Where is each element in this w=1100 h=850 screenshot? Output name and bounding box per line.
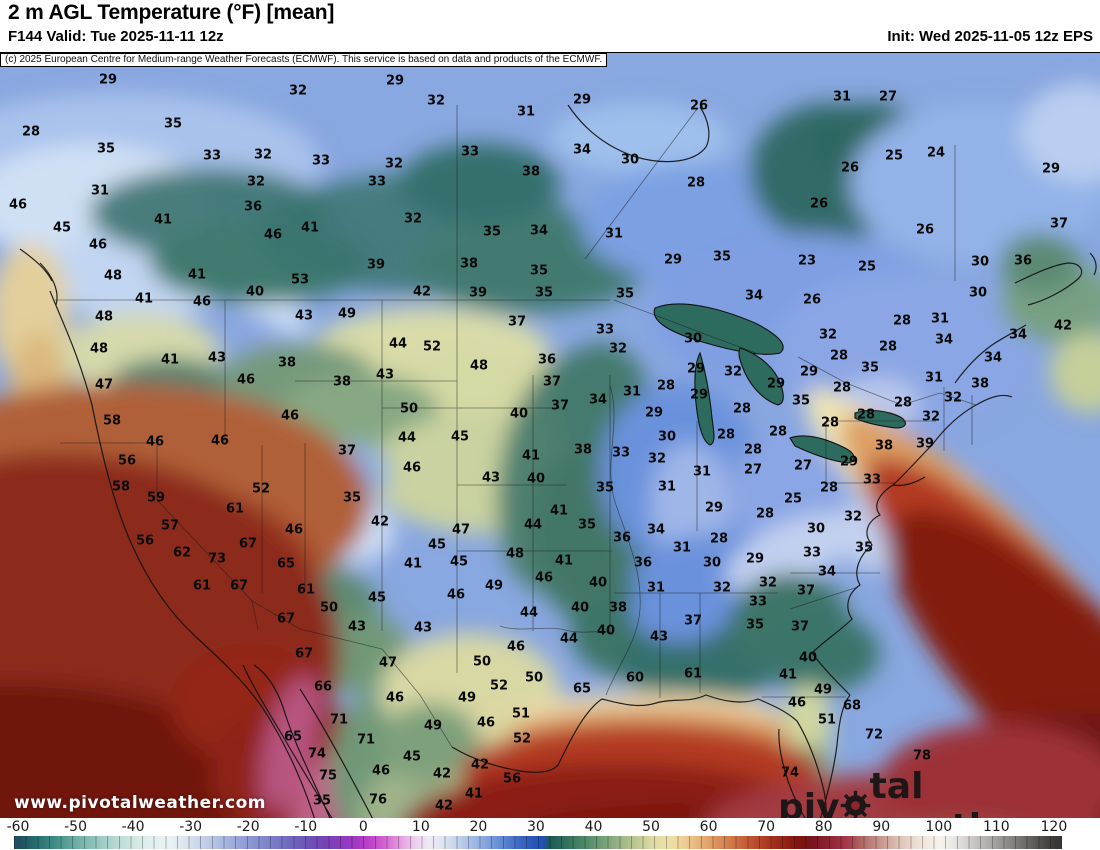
colorbar-tick: -30 bbox=[179, 819, 203, 835]
colorbar-tick: 120 bbox=[1040, 819, 1068, 835]
colorbar-tick: 50 bbox=[642, 819, 660, 835]
coastlines bbox=[19, 104, 1097, 850]
colorbar-tick: 60 bbox=[699, 819, 718, 835]
colorbar-tick: -50 bbox=[64, 819, 87, 835]
colorbar-tick: 40 bbox=[584, 819, 603, 835]
copyright-notice: (c) 2025 European Centre for Medium-rang… bbox=[0, 53, 608, 67]
init-time-label: Init: Wed 2025-11-05 12z EPS bbox=[887, 28, 1093, 45]
colorbar-tick: 20 bbox=[469, 819, 488, 835]
temperature-colorbar bbox=[14, 836, 1062, 849]
great-lakes bbox=[653, 303, 906, 464]
colorbar-tick: 80 bbox=[814, 819, 833, 835]
valid-time-label: F144 Valid: Tue 2025-11-11 12z bbox=[8, 28, 224, 45]
colorbar-tick: 70 bbox=[757, 819, 776, 835]
header: 2 m AGL Temperature (°F) [mean] F144 Val… bbox=[0, 0, 1100, 51]
colorbar-tick: 90 bbox=[872, 819, 891, 835]
colorbar-tick: -10 bbox=[294, 819, 318, 835]
colorbar-tick: -40 bbox=[121, 819, 145, 835]
colorbar-tick: 30 bbox=[527, 819, 545, 835]
gear-icon bbox=[840, 789, 871, 830]
map-area: (c) 2025 European Centre for Medium-rang… bbox=[0, 52, 1100, 850]
colorbar-tick: 100 bbox=[925, 819, 953, 835]
colorbar-tick: 10 bbox=[411, 819, 430, 835]
colorbar-tick: -20 bbox=[236, 819, 260, 835]
page-title: 2 m AGL Temperature (°F) [mean] bbox=[8, 1, 335, 24]
colorbar-footer: -60 -50 -40 -30 -20 -10 0 10 20 30 40 50 60 70 80 90 100… bbox=[0, 818, 1100, 850]
state-borders bbox=[55, 105, 977, 748]
colorbar-tick: -60 bbox=[6, 819, 30, 835]
temperature-field-map bbox=[0, 53, 1100, 850]
watermark-url: www.pivotalweather.com bbox=[14, 793, 267, 813]
colorbar-tick: 0 bbox=[358, 819, 368, 835]
colorbar-tick: 110 bbox=[982, 819, 1010, 835]
